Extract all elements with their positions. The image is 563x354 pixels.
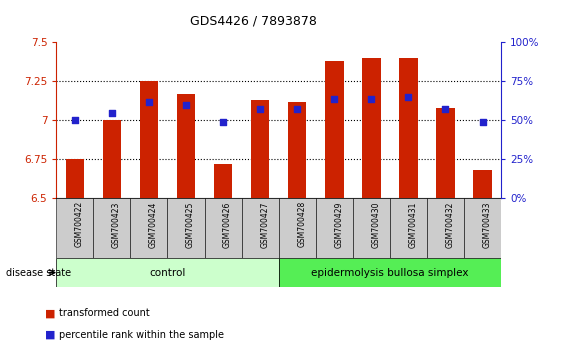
Bar bbox=[56, 198, 93, 258]
Point bbox=[367, 96, 376, 101]
Bar bbox=[279, 258, 501, 287]
Bar bbox=[473, 170, 492, 198]
Text: GSM700427: GSM700427 bbox=[260, 201, 269, 248]
Text: percentile rank within the sample: percentile rank within the sample bbox=[59, 330, 224, 339]
Bar bbox=[288, 102, 306, 198]
Text: GDS4426 / 7893878: GDS4426 / 7893878 bbox=[190, 14, 317, 27]
Bar bbox=[93, 198, 131, 258]
Bar bbox=[316, 198, 353, 258]
Text: epidermolysis bullosa simplex: epidermolysis bullosa simplex bbox=[311, 268, 468, 278]
Text: GSM700431: GSM700431 bbox=[408, 201, 417, 248]
Bar bbox=[56, 258, 279, 287]
Bar bbox=[177, 94, 195, 198]
Text: ■: ■ bbox=[45, 330, 56, 339]
Point bbox=[145, 99, 154, 104]
Bar bbox=[140, 81, 158, 198]
Point bbox=[181, 102, 190, 108]
Bar bbox=[251, 100, 270, 198]
Text: GSM700423: GSM700423 bbox=[112, 201, 121, 248]
Text: GSM700429: GSM700429 bbox=[334, 201, 343, 248]
Bar bbox=[242, 198, 279, 258]
Text: GSM700422: GSM700422 bbox=[75, 201, 84, 247]
Bar bbox=[279, 198, 316, 258]
Point bbox=[218, 119, 227, 125]
Text: GSM700432: GSM700432 bbox=[445, 201, 454, 248]
Point bbox=[108, 110, 117, 115]
Bar bbox=[362, 58, 381, 198]
Point bbox=[441, 107, 450, 112]
Bar bbox=[204, 198, 242, 258]
Bar bbox=[427, 198, 464, 258]
Text: GSM700430: GSM700430 bbox=[372, 201, 381, 248]
Bar bbox=[436, 108, 455, 198]
Point bbox=[256, 107, 265, 112]
Text: control: control bbox=[149, 268, 186, 278]
Bar bbox=[65, 159, 84, 198]
Point bbox=[70, 118, 79, 123]
Text: GSM700433: GSM700433 bbox=[482, 201, 491, 248]
Text: transformed count: transformed count bbox=[59, 308, 150, 318]
Text: GSM700426: GSM700426 bbox=[223, 201, 232, 248]
Point bbox=[404, 94, 413, 100]
Bar bbox=[168, 198, 204, 258]
Text: disease state: disease state bbox=[6, 268, 71, 278]
Text: GSM700424: GSM700424 bbox=[149, 201, 158, 248]
Bar bbox=[353, 198, 390, 258]
Bar bbox=[464, 198, 501, 258]
Text: GSM700425: GSM700425 bbox=[186, 201, 195, 248]
Bar bbox=[399, 58, 418, 198]
Bar bbox=[390, 198, 427, 258]
Text: GSM700428: GSM700428 bbox=[297, 201, 306, 247]
Point bbox=[330, 96, 339, 101]
Text: ■: ■ bbox=[45, 308, 56, 318]
Bar bbox=[214, 164, 233, 198]
Point bbox=[478, 119, 487, 125]
Bar bbox=[102, 120, 121, 198]
Bar bbox=[131, 198, 168, 258]
Bar bbox=[325, 61, 343, 198]
Point bbox=[293, 107, 302, 112]
